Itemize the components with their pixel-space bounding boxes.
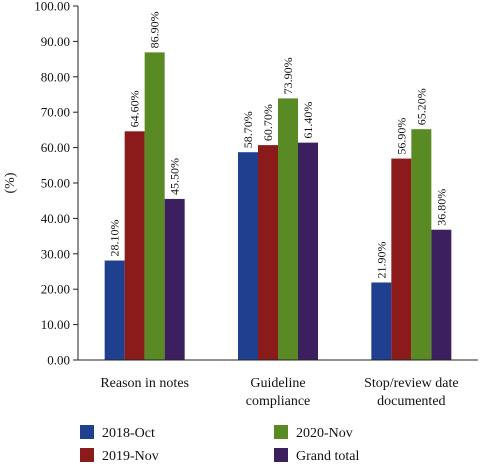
bars — [104, 52, 452, 361]
x-category-label: documented — [377, 394, 445, 409]
y-tick-label: 80.00 — [41, 69, 70, 84]
legend-swatch — [80, 448, 94, 462]
x-category-label: Reason in notes — [100, 376, 189, 391]
data-label: 64.60% — [128, 90, 142, 127]
data-label: 56.90% — [394, 118, 408, 155]
data-label: 58.70% — [241, 111, 255, 148]
x-axis: Reason in notes Guideline compliance Stop/r… — [78, 359, 478, 409]
data-label: 65.20% — [414, 88, 428, 125]
data-label: 28.10% — [108, 220, 122, 257]
y-tick-label: 50.00 — [41, 176, 70, 191]
y-axis: 0.00 10.00 20.00 30.00 40.00 50.00 60.00 70.00 8… — [34, 0, 79, 368]
bar — [371, 282, 392, 360]
y-tick-label: 10.00 — [41, 317, 70, 332]
legend-item: Grand total — [274, 448, 359, 464]
x-category-label: Guideline — [250, 376, 305, 391]
y-axis-title: (%) — [3, 172, 18, 193]
y-tick-label: 90.00 — [41, 34, 70, 49]
data-label: 36.80% — [434, 189, 448, 226]
data-label: 45.50% — [168, 158, 182, 195]
data-label: 86.90% — [148, 11, 162, 48]
data-label: 60.70% — [261, 104, 275, 141]
y-tick-label: 40.00 — [41, 211, 70, 226]
y-tick-label: 30.00 — [41, 246, 70, 261]
legend-label: 2018-Oct — [102, 426, 155, 441]
legend: 2018-Oct 2019-Nov 2020-Nov Grand total — [80, 425, 359, 464]
bar — [411, 129, 432, 360]
x-category-label: Stop/review date — [364, 376, 458, 391]
legend-label: 2020-Nov — [296, 426, 353, 441]
legend-item: 2020-Nov — [274, 425, 353, 441]
bar — [104, 260, 125, 360]
y-tick-label: 60.00 — [41, 140, 70, 155]
y-tick-label: 20.00 — [41, 282, 70, 297]
legend-label: 2019-Nov — [102, 449, 159, 464]
legend-swatch — [274, 448, 288, 462]
bar — [124, 131, 145, 360]
x-category-label: compliance — [246, 394, 311, 409]
legend-label: Grand total — [296, 449, 359, 464]
bar — [144, 52, 165, 361]
legend-swatch — [274, 425, 288, 439]
bar — [238, 152, 258, 360]
y-tick-label: 0.00 — [47, 353, 70, 368]
legend-item: 2019-Nov — [80, 448, 159, 464]
bar — [164, 198, 185, 360]
data-label: 21.90% — [374, 241, 388, 278]
bar — [431, 229, 452, 360]
y-tick-label: 70.00 — [41, 105, 70, 120]
legend-swatch — [80, 425, 94, 439]
bar — [298, 142, 318, 360]
bar — [391, 158, 412, 360]
data-labels: 28.10% 64.60% 86.90% 45.50% 58.70% 60.70% 73.9… — [108, 11, 449, 278]
bar — [278, 98, 298, 361]
y-tick-label: 100.00 — [34, 0, 70, 14]
legend-item: 2018-Oct — [80, 425, 155, 441]
data-label: 61.40% — [301, 102, 315, 139]
bar — [258, 145, 278, 360]
data-label: 73.90% — [281, 57, 295, 94]
